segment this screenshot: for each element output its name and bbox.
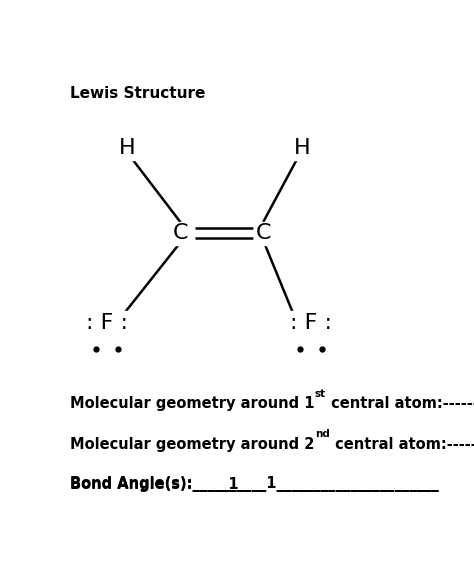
Text: central atom:------------------: central atom:------------------ — [326, 396, 474, 411]
Text: Molecular geometry around 1: Molecular geometry around 1 — [70, 396, 315, 411]
Text: Bond Angle(s):       1: Bond Angle(s): 1 — [70, 477, 357, 492]
Text: C: C — [255, 223, 271, 243]
Text: central atom:----------------: central atom:---------------- — [329, 436, 474, 452]
Text: Bond Angle(s):__________1______________________: Bond Angle(s):__________1_______________… — [70, 477, 439, 492]
Text: Lewis Structure: Lewis Structure — [70, 86, 206, 101]
Text: C: C — [173, 223, 188, 243]
Text: H: H — [119, 139, 136, 158]
Text: H: H — [293, 139, 310, 158]
Text: nd: nd — [315, 429, 329, 439]
Text: : F :: : F : — [86, 313, 128, 333]
Text: Molecular geometry around 2: Molecular geometry around 2 — [70, 436, 315, 452]
Text: st: st — [315, 389, 326, 399]
Text: : F :: : F : — [290, 313, 332, 333]
